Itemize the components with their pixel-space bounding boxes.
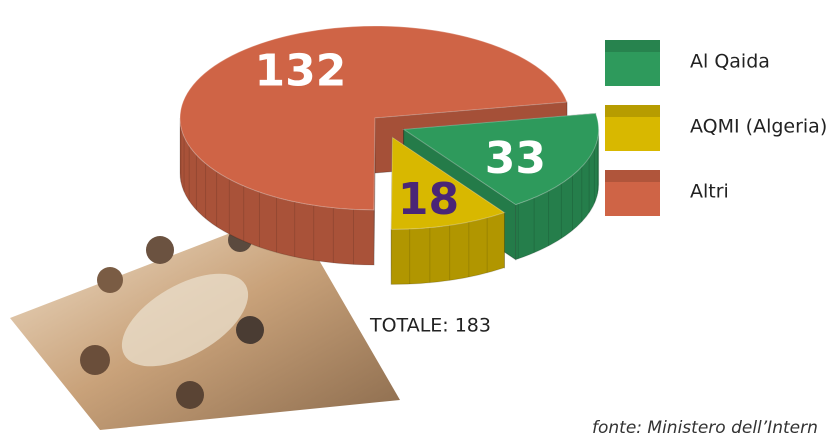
legend-swatch-shade [605, 40, 660, 52]
legend-label: Al Qaida [690, 51, 770, 73]
value-label: 132 [255, 45, 347, 96]
total-annotation: TOTALE: 183 [369, 315, 491, 337]
legend-label: AQMI (Algeria) [690, 116, 827, 138]
page: {"chart_data": {"type": "pie", "categori… [0, 0, 832, 434]
legend-label: Altri [690, 181, 729, 203]
value-label: 33 [485, 133, 546, 184]
legend-swatch-shade [605, 170, 660, 182]
source-note: fonte: Ministero dell’Intern [592, 418, 818, 434]
legend-swatch-shade [605, 105, 660, 117]
chart: 132 33 18 TOTALE: 183 fonte: Ministero del… [0, 0, 832, 434]
value-label: 18 [398, 174, 459, 225]
